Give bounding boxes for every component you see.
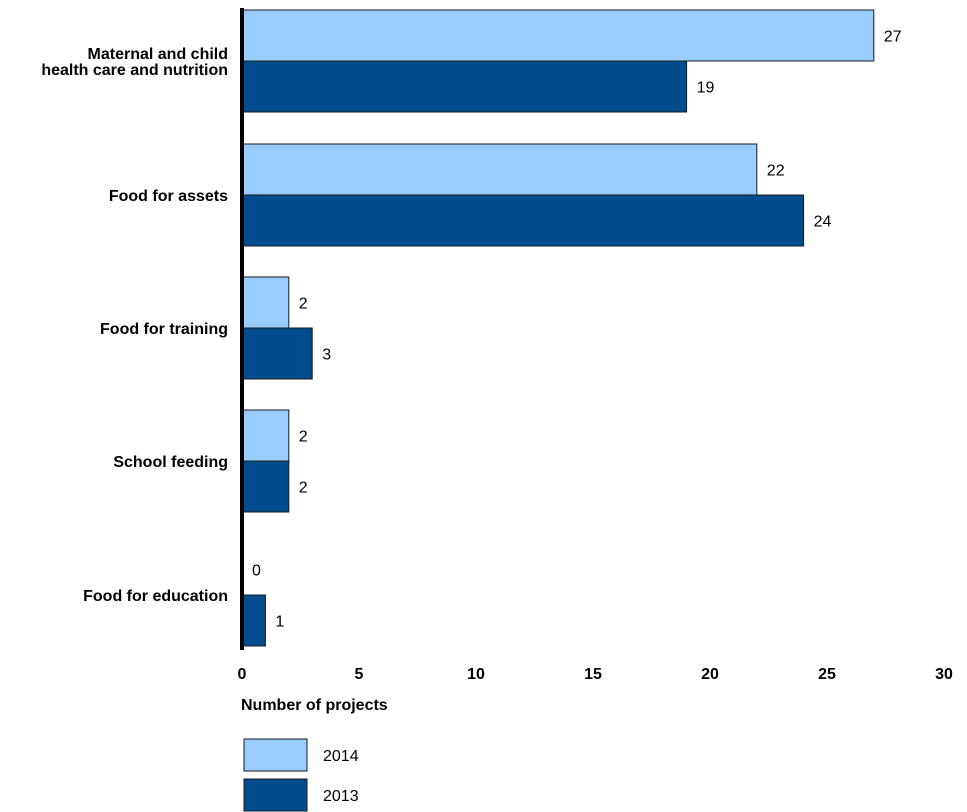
x-tick-label-30: 30: [935, 666, 953, 683]
category-label-5: Food for education: [83, 588, 228, 605]
bar-2013-2: [241, 194, 805, 247]
data-label-2014-4: 2: [299, 429, 308, 446]
bars-group: [241, 9, 875, 647]
data-label-2013-1: 19: [697, 80, 715, 97]
category-label-2: Food for assets: [109, 188, 228, 205]
x-tick-label-5: 5: [355, 666, 364, 683]
legend: 2014 2013: [243, 738, 359, 812]
x-tick-label-10: 10: [467, 666, 485, 683]
legend-swatch-2014: [243, 738, 308, 772]
legend-label-2014: 2014: [323, 748, 359, 765]
bar-2013-3: [241, 327, 313, 380]
x-tick-label-0: 0: [238, 666, 247, 683]
data-label-2013-3: 3: [322, 347, 331, 364]
data-label-2014-3: 2: [299, 296, 308, 313]
bar-2014-2: [241, 143, 758, 196]
data-label-2013-4: 2: [299, 480, 308, 497]
category-label-1-line-1: Maternal and child: [88, 46, 228, 63]
bar-2013-1: [241, 60, 688, 113]
bar-2014-3: [241, 276, 290, 329]
data-label-2013-2: 24: [814, 214, 832, 231]
data-label-2014-5: 0: [252, 563, 261, 580]
x-tick-label-20: 20: [701, 666, 719, 683]
x-axis-title: Number of projects: [241, 697, 388, 714]
bar-2014-1: [241, 9, 875, 62]
legend-label-2013: 2013: [323, 788, 359, 805]
category-label-4: School feeding: [113, 454, 228, 471]
x-tick-labels-group: 0 5 10 15 20 25 30: [238, 666, 953, 683]
legend-swatch-2013: [243, 778, 308, 812]
x-tick-label-15: 15: [584, 666, 602, 683]
category-label-3: Food for training: [100, 321, 228, 338]
data-label-2014-1: 27: [884, 29, 902, 46]
bar-2014-4: [241, 409, 290, 462]
bar-2013-5: [241, 594, 266, 647]
bar-2013-4: [241, 460, 290, 513]
category-label-1-line-2: health care and nutrition: [41, 62, 228, 79]
data-label-2014-2: 22: [767, 163, 785, 180]
x-tick-label-25: 25: [818, 666, 836, 683]
data-label-2013-5: 1: [275, 614, 284, 631]
